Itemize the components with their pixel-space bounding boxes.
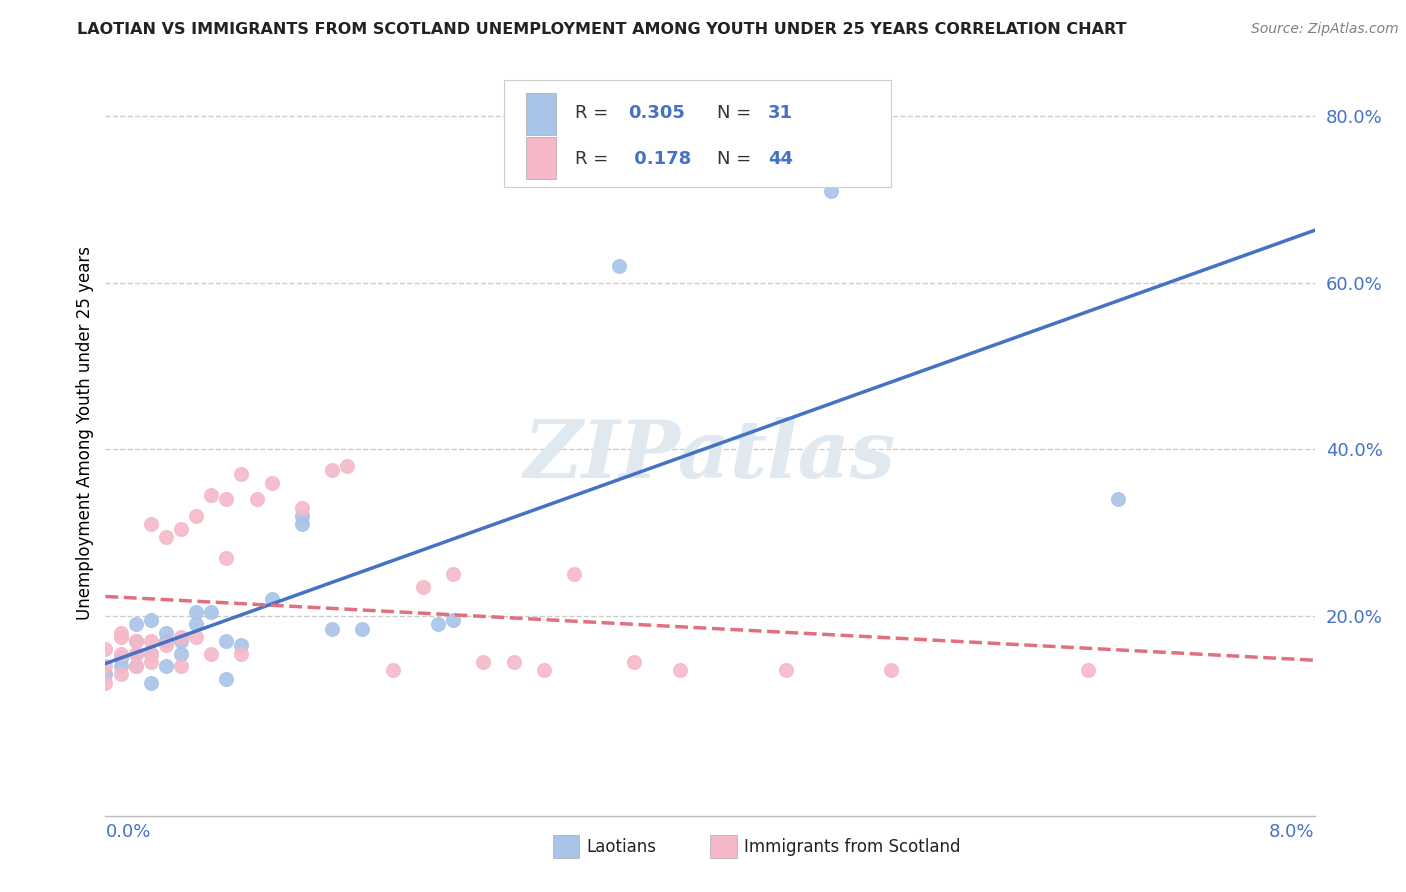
Point xyxy=(110,647,132,661)
Point xyxy=(609,259,631,273)
Point xyxy=(186,617,208,632)
Point xyxy=(170,630,193,644)
Point xyxy=(110,659,132,673)
Point xyxy=(215,672,238,686)
Point xyxy=(321,622,343,636)
Point xyxy=(200,647,222,661)
Text: 0.178: 0.178 xyxy=(628,150,692,168)
Point xyxy=(260,475,283,490)
Point xyxy=(231,638,253,652)
Text: ZIPatlas: ZIPatlas xyxy=(524,417,896,494)
Point xyxy=(110,625,132,640)
Point xyxy=(260,592,283,607)
Point xyxy=(186,508,208,523)
Bar xyxy=(505,79,891,187)
Point xyxy=(186,605,208,619)
Point xyxy=(139,647,162,661)
Point xyxy=(155,530,177,544)
Point xyxy=(139,655,162,669)
Point xyxy=(124,659,148,673)
Point xyxy=(94,642,117,657)
Point xyxy=(170,521,193,535)
Point xyxy=(155,625,177,640)
Point xyxy=(155,659,177,673)
Point xyxy=(110,630,132,644)
Point xyxy=(336,458,359,473)
Point xyxy=(124,634,148,648)
Point xyxy=(1107,492,1129,507)
Point xyxy=(231,647,253,661)
Point xyxy=(820,184,842,198)
Point xyxy=(94,675,117,690)
Text: 0.0%: 0.0% xyxy=(105,822,150,841)
Point xyxy=(139,634,162,648)
Point xyxy=(124,659,148,673)
Text: Laotians: Laotians xyxy=(586,838,657,855)
Point xyxy=(246,492,269,507)
Point xyxy=(186,630,208,644)
Text: N =: N = xyxy=(717,104,758,122)
Point xyxy=(139,675,162,690)
Point xyxy=(533,663,555,677)
Text: Immigrants from Scotland: Immigrants from Scotland xyxy=(744,838,960,855)
Text: R =: R = xyxy=(575,150,613,168)
Point xyxy=(155,634,177,648)
Text: Source: ZipAtlas.com: Source: ZipAtlas.com xyxy=(1251,22,1399,37)
Point xyxy=(124,647,148,661)
Point xyxy=(775,663,797,677)
Text: LAOTIAN VS IMMIGRANTS FROM SCOTLAND UNEMPLOYMENT AMONG YOUTH UNDER 25 YEARS CORR: LAOTIAN VS IMMIGRANTS FROM SCOTLAND UNEM… xyxy=(77,22,1126,37)
Point xyxy=(155,638,177,652)
Point xyxy=(170,647,193,661)
Point xyxy=(291,508,314,523)
Point xyxy=(880,663,903,677)
Point xyxy=(139,647,162,661)
Bar xyxy=(526,93,557,135)
Point xyxy=(472,655,495,669)
Point xyxy=(124,647,148,661)
Point xyxy=(94,659,117,673)
Point xyxy=(110,667,132,681)
Point xyxy=(139,517,162,532)
Point xyxy=(291,500,314,515)
Point xyxy=(623,655,645,669)
Point xyxy=(441,567,464,582)
Point xyxy=(427,617,450,632)
Point xyxy=(170,634,193,648)
Point xyxy=(200,605,222,619)
Point xyxy=(110,650,132,665)
Point xyxy=(170,659,193,673)
Point xyxy=(381,663,404,677)
Point xyxy=(124,634,148,648)
Point xyxy=(412,580,434,594)
Point xyxy=(321,463,343,477)
Point xyxy=(1077,663,1099,677)
Point xyxy=(502,655,524,669)
Text: 31: 31 xyxy=(768,104,793,122)
Bar xyxy=(526,137,557,179)
Text: 8.0%: 8.0% xyxy=(1270,822,1315,841)
Point xyxy=(231,467,253,482)
Point xyxy=(291,517,314,532)
Point xyxy=(215,492,238,507)
Bar xyxy=(710,835,737,858)
Point xyxy=(441,613,464,627)
Point xyxy=(139,613,162,627)
Point xyxy=(215,550,238,565)
Bar xyxy=(553,835,579,858)
Text: 44: 44 xyxy=(768,150,793,168)
Y-axis label: Unemployment Among Youth under 25 years: Unemployment Among Youth under 25 years xyxy=(76,245,94,620)
Point xyxy=(562,567,585,582)
Point xyxy=(669,663,692,677)
Text: R =: R = xyxy=(575,104,613,122)
Point xyxy=(352,622,374,636)
Text: N =: N = xyxy=(717,150,758,168)
Point xyxy=(215,634,238,648)
Point xyxy=(200,488,222,502)
Point xyxy=(94,667,117,681)
Text: 0.305: 0.305 xyxy=(628,104,685,122)
Point xyxy=(124,617,148,632)
